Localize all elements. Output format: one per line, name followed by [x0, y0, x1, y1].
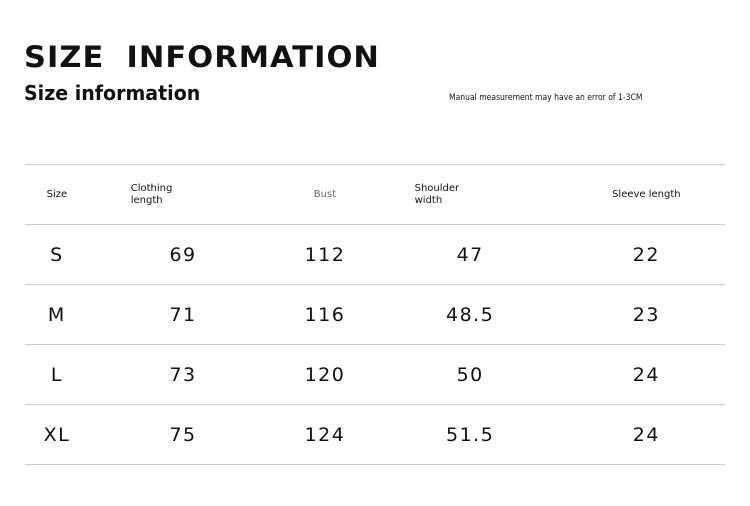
table-row: L 73 120 50 24 [25, 344, 725, 405]
header-sleeve-length: Sleeve length [612, 189, 681, 200]
header-bust: Bust [313, 189, 337, 200]
measurement-note: Manual measurement may have an error of … [449, 93, 643, 103]
page-subtitle: Size information [24, 81, 201, 105]
header-size: Size [46, 189, 68, 200]
cell-shoulder-width: 50 [456, 363, 484, 386]
cell-bust: 116 [304, 303, 346, 326]
size-table: Size Clothing length Bust Shoulder width S… [25, 164, 725, 465]
cell-sleeve-length: 24 [632, 363, 660, 386]
table-row: XL 75 124 51.5 24 [25, 404, 725, 465]
cell-bust: 120 [304, 363, 346, 386]
cell-clothing-length: 75 [169, 423, 197, 446]
cell-sleeve-length: 23 [632, 303, 660, 326]
cell-bust: 124 [304, 423, 346, 446]
cell-size: M [47, 303, 66, 326]
cell-shoulder-width: 47 [456, 243, 484, 266]
table-row: S 69 112 47 22 [25, 224, 725, 285]
cell-sleeve-length: 24 [632, 423, 660, 446]
cell-sleeve-length: 22 [632, 243, 660, 266]
cell-bust: 112 [304, 243, 346, 266]
page-title: SIZE INFORMATION [24, 40, 380, 74]
cell-shoulder-width: 48.5 [446, 303, 495, 326]
cell-size: L [50, 363, 63, 386]
cell-size: S [50, 243, 64, 266]
cell-clothing-length: 69 [169, 243, 197, 266]
table-row: M 71 116 48.5 23 [25, 284, 725, 345]
cell-clothing-length: 71 [169, 303, 197, 326]
header-shoulder-width: Shoulder width [414, 182, 460, 206]
header-row: Size Clothing length Bust Shoulder width S… [25, 164, 725, 225]
cell-size: XL [43, 423, 71, 446]
cell-shoulder-width: 51.5 [446, 423, 495, 446]
cell-clothing-length: 73 [169, 363, 197, 386]
header-clothing-length: Clothing length [130, 182, 173, 206]
